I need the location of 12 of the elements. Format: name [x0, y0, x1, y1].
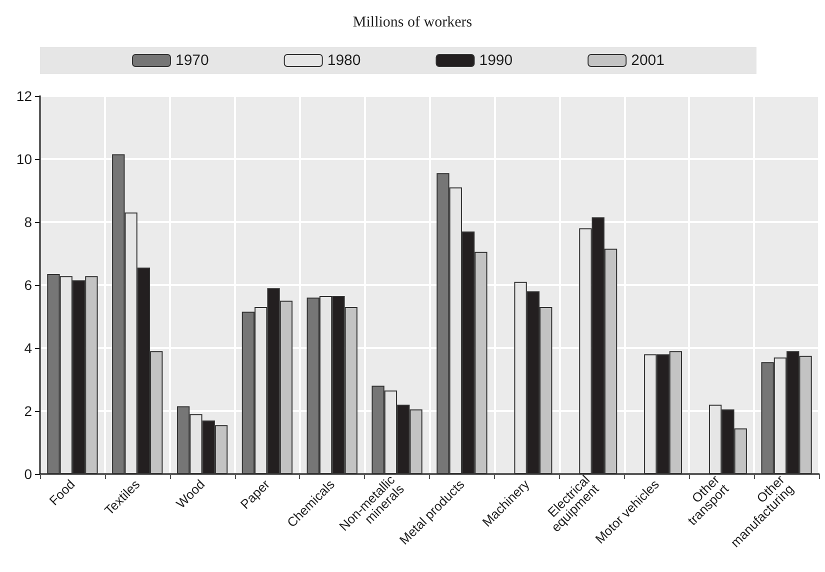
legend-label: 2001	[631, 52, 664, 69]
y-tick-label: 6	[24, 277, 32, 293]
y-tick-label: 4	[24, 340, 32, 356]
chart-title: Millions of workers	[352, 14, 472, 30]
legend-label: 1990	[479, 52, 513, 69]
y-tick-label: 10	[16, 151, 32, 167]
legend-label: 1970	[176, 52, 209, 69]
y-tick-label: 8	[24, 214, 32, 230]
y-tick-label: 2	[24, 403, 32, 419]
y-tick-label: 0	[24, 466, 32, 482]
legend-label: 1980	[327, 52, 361, 69]
y-tick-label: 12	[16, 88, 32, 104]
